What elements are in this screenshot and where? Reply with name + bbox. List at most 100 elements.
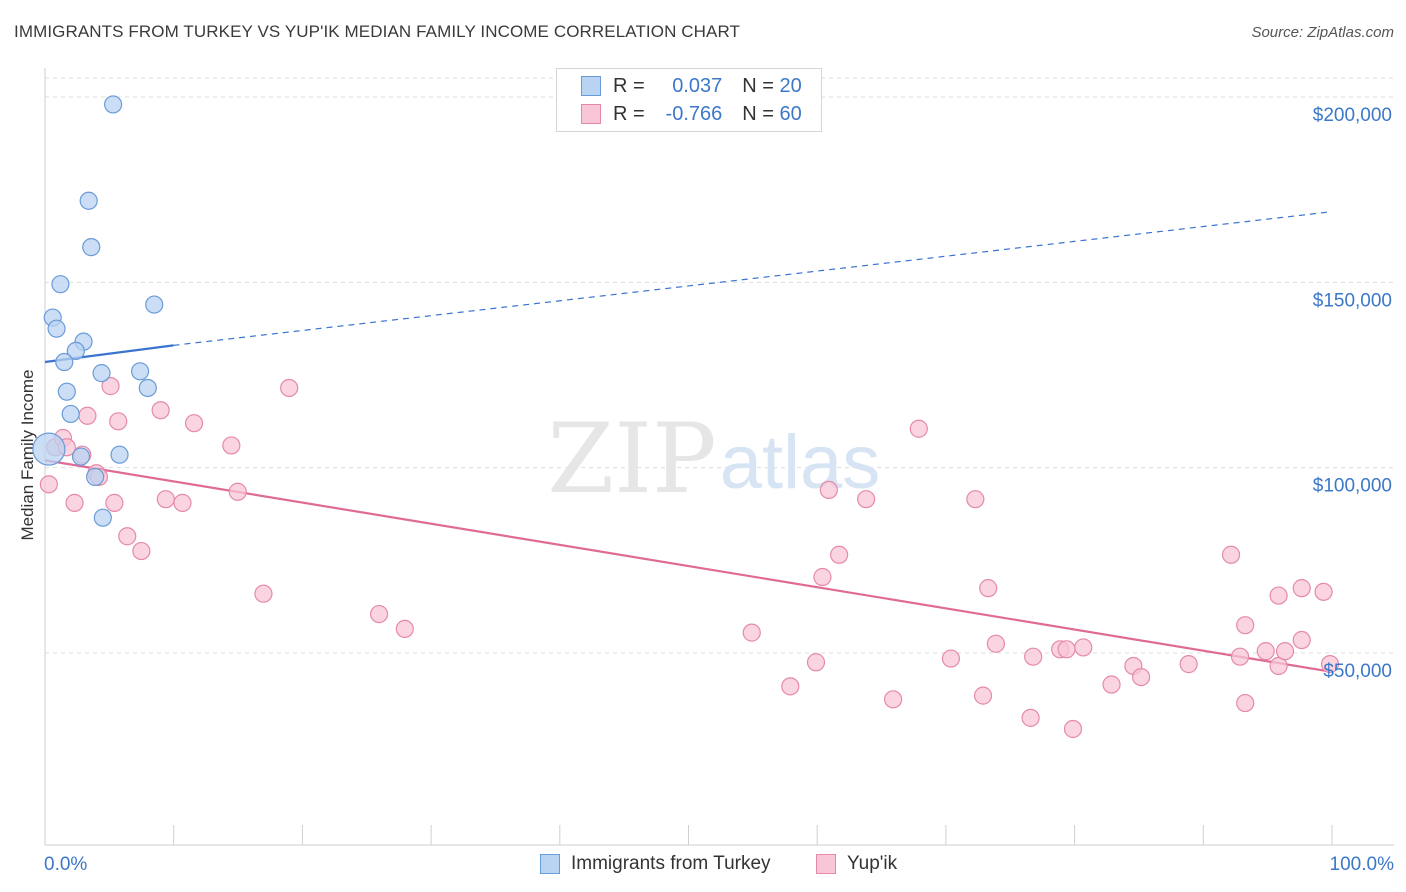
data-point-yupik bbox=[1256, 642, 1275, 661]
data-point-yupik bbox=[1179, 655, 1198, 674]
data-point-yupik bbox=[78, 406, 97, 425]
legend-r-label: R = bbox=[613, 102, 645, 125]
data-point-yupik bbox=[109, 412, 128, 431]
data-point-turkey bbox=[66, 341, 85, 361]
grid-lines bbox=[45, 77, 1394, 654]
data-point-yupik bbox=[819, 480, 838, 500]
bottom-legend-turkey: Immigrants from Turkey bbox=[540, 852, 771, 876]
data-point-yupik bbox=[1320, 655, 1340, 674]
data-point-yupik bbox=[151, 401, 170, 420]
data-point-yupik bbox=[101, 377, 120, 396]
correlation-legend: R = 0.037 N = 20 R = -0.766 N = 60 bbox=[556, 68, 822, 132]
data-point-turkey bbox=[47, 319, 66, 338]
data-point-turkey bbox=[32, 432, 66, 466]
data-point-yupik bbox=[979, 579, 998, 598]
data-point-yupik bbox=[1021, 708, 1040, 727]
legend-row-turkey: R = 0.037 N = 20 bbox=[581, 73, 802, 99]
data-point-yupik bbox=[39, 475, 58, 494]
bottom-legend-label-yupik: Yup'ik bbox=[847, 853, 898, 874]
legend-row-yupik: R = -0.766 N = 60 bbox=[581, 101, 802, 127]
data-point-yupik bbox=[1074, 638, 1093, 657]
data-point-yupik bbox=[1236, 693, 1255, 713]
data-point-yupik bbox=[156, 490, 175, 509]
legend-r-label: R = bbox=[613, 74, 645, 97]
data-point-yupik bbox=[986, 634, 1006, 653]
data-point-yupik bbox=[1063, 719, 1083, 739]
y-tick-label: $50,000 bbox=[1323, 661, 1392, 682]
bottom-legend-swatch-turkey bbox=[540, 854, 560, 874]
legend-n-label: N = bbox=[742, 74, 774, 97]
data-point-yupik bbox=[1269, 586, 1288, 605]
data-point-turkey bbox=[55, 352, 74, 372]
data-point-yupik bbox=[830, 545, 849, 564]
x-tick-label-max: 100.0% bbox=[1330, 854, 1395, 875]
legend-n-label: N = bbox=[742, 102, 774, 125]
data-point-yupik bbox=[1236, 616, 1255, 635]
data-point-yupik bbox=[1102, 675, 1121, 694]
data-point-yupik bbox=[118, 527, 137, 546]
bottom-legend-label-turkey: Immigrants from Turkey bbox=[571, 853, 771, 874]
source-label: Source: ZipAtlas.com bbox=[1251, 24, 1394, 41]
legend-n-value: 60 bbox=[779, 102, 802, 125]
watermark: ZIP atlas bbox=[547, 403, 880, 515]
data-point-yupik bbox=[1024, 647, 1043, 666]
data-point-yupik bbox=[909, 419, 928, 438]
trend-line-yupik bbox=[44, 459, 1331, 673]
data-point-yupik bbox=[973, 686, 993, 705]
data-point-yupik bbox=[813, 567, 832, 587]
data-point-yupik bbox=[742, 623, 761, 642]
watermark-zip: ZIP bbox=[547, 403, 716, 515]
data-point-yupik bbox=[1230, 647, 1250, 666]
data-point-yupik bbox=[105, 493, 124, 512]
data-point-turkey bbox=[71, 447, 91, 466]
data-point-yupik bbox=[1292, 579, 1311, 598]
legend-swatch-turkey bbox=[581, 76, 601, 96]
bottom-legend-swatch-yupik bbox=[816, 854, 836, 874]
watermark-atlas: atlas bbox=[720, 420, 881, 505]
bottom-legend-yupik: Yup'ik bbox=[816, 852, 897, 876]
axes bbox=[44, 68, 1394, 846]
y-tick-label: $200,000 bbox=[1313, 105, 1392, 126]
data-point-yupik bbox=[781, 677, 800, 696]
y-tick-labels: $50,000 $100,000 $150,000 $200,000 bbox=[1313, 105, 1392, 682]
data-point-turkey bbox=[79, 191, 98, 210]
data-point-turkey bbox=[104, 95, 123, 114]
data-point-turkey bbox=[86, 467, 105, 487]
data-point-yupik bbox=[254, 584, 273, 603]
data-point-turkey bbox=[51, 275, 70, 294]
y-tick-label: $150,000 bbox=[1313, 290, 1392, 311]
data-point-yupik bbox=[173, 493, 192, 512]
data-point-yupik bbox=[222, 436, 241, 455]
data-point-yupik bbox=[1057, 640, 1076, 659]
data-point-turkey bbox=[92, 364, 111, 383]
data-point-yupik bbox=[883, 690, 903, 709]
data-point-turkey bbox=[57, 382, 76, 401]
data-point-turkey bbox=[93, 508, 112, 527]
data-point-turkey bbox=[138, 378, 157, 398]
data-point-yupik bbox=[1292, 630, 1311, 650]
data-point-yupik bbox=[370, 604, 389, 624]
data-point-yupik bbox=[65, 493, 84, 512]
data-point-yupik bbox=[228, 482, 247, 501]
chart-title: IMMIGRANTS FROM TURKEY VS YUP'IK MEDIAN … bbox=[14, 22, 741, 41]
data-point-turkey bbox=[82, 238, 101, 257]
legend-swatch-yupik bbox=[581, 104, 601, 124]
data-point-turkey bbox=[145, 295, 164, 314]
data-point-yupik bbox=[184, 414, 204, 433]
data-point-yupik bbox=[395, 619, 414, 639]
x-tick-label-min: 0.0% bbox=[44, 854, 87, 875]
data-point-yupik bbox=[966, 490, 985, 509]
trend-line-turkey-extension bbox=[173, 211, 1331, 346]
legend-n-value: 20 bbox=[779, 74, 802, 97]
data-point-yupik bbox=[1275, 642, 1295, 661]
y-tick-label: $100,000 bbox=[1313, 476, 1392, 497]
data-point-yupik bbox=[1132, 667, 1151, 687]
data-point-yupik bbox=[1314, 582, 1333, 601]
data-point-yupik bbox=[857, 490, 876, 509]
data-point-yupik bbox=[1221, 545, 1241, 564]
data-point-yupik bbox=[132, 541, 151, 561]
data-point-turkey bbox=[61, 404, 80, 424]
x-tick-labels: 0.0% 100.0% bbox=[44, 854, 1394, 875]
data-points bbox=[32, 95, 1340, 739]
